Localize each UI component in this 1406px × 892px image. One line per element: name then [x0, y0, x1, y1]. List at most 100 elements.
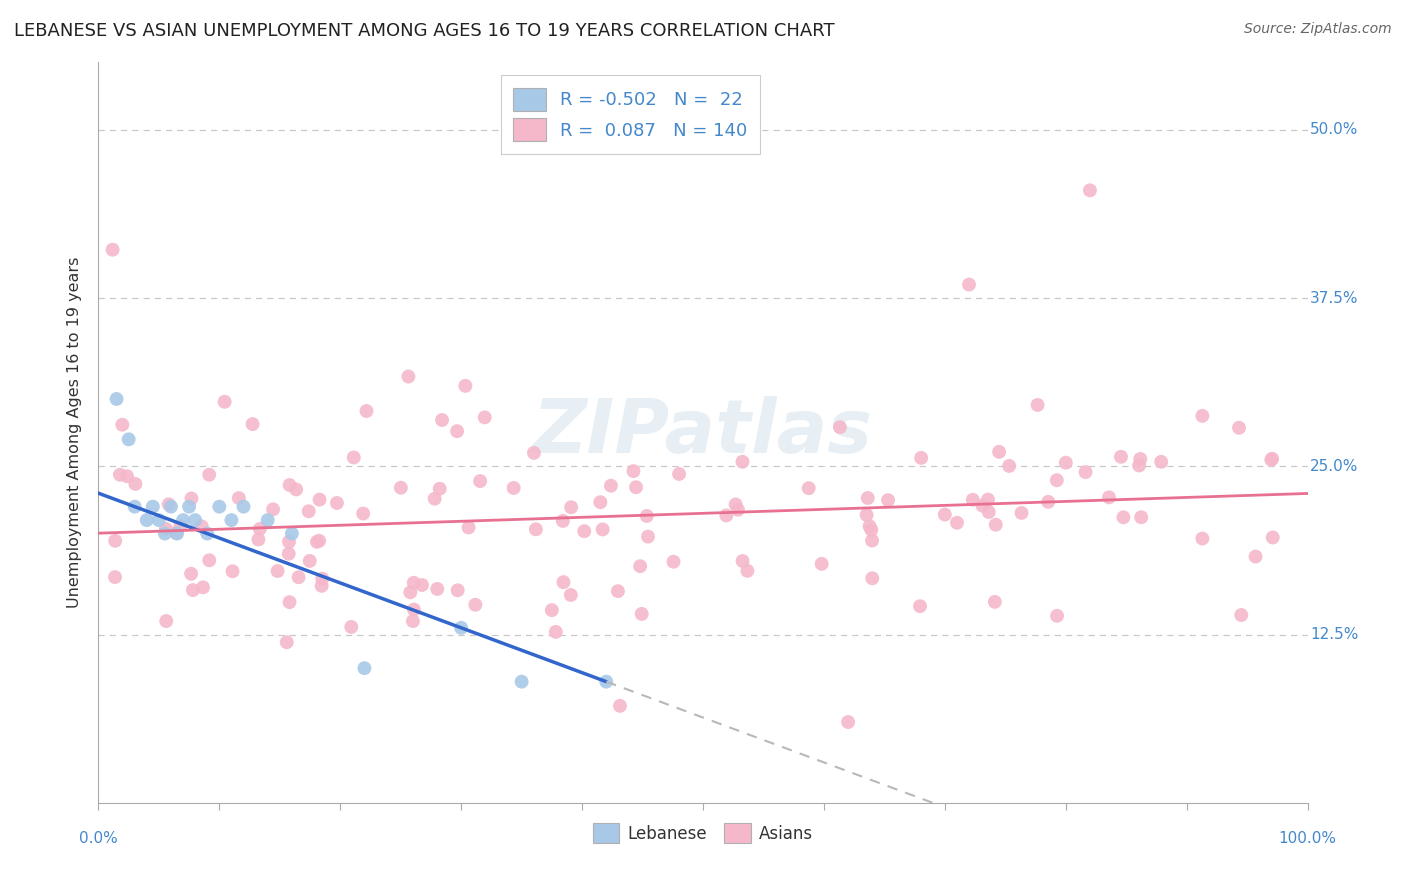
- Text: 37.5%: 37.5%: [1310, 291, 1358, 305]
- Point: [474, 410, 496, 425]
- Point: [877, 493, 900, 508]
- Point: [208, 500, 231, 514]
- Point: [166, 526, 188, 541]
- Point: [157, 497, 180, 511]
- Point: [430, 413, 453, 427]
- Point: [101, 243, 124, 257]
- Point: [908, 599, 931, 614]
- Point: [221, 564, 243, 578]
- Point: [1038, 495, 1060, 509]
- Point: [727, 502, 749, 516]
- Point: [181, 583, 204, 598]
- Point: [624, 480, 647, 494]
- Point: [962, 492, 984, 507]
- Point: [340, 620, 363, 634]
- Point: [278, 534, 301, 549]
- Point: [724, 498, 747, 512]
- Point: [104, 533, 127, 548]
- Point: [1046, 473, 1069, 487]
- Point: [352, 507, 374, 521]
- Point: [1109, 450, 1132, 464]
- Point: [308, 533, 330, 548]
- Point: [454, 379, 477, 393]
- Point: [221, 513, 243, 527]
- Point: [266, 564, 288, 578]
- Point: [1046, 608, 1069, 623]
- Point: [957, 277, 980, 292]
- Point: [262, 502, 284, 516]
- Point: [946, 516, 969, 530]
- Point: [108, 467, 131, 482]
- Point: [155, 614, 177, 628]
- Point: [135, 513, 157, 527]
- Point: [637, 530, 659, 544]
- Point: [731, 455, 754, 469]
- Legend: Lebanese, Asians: Lebanese, Asians: [586, 816, 820, 850]
- Point: [464, 598, 486, 612]
- Point: [860, 533, 883, 548]
- Point: [828, 420, 851, 434]
- Point: [662, 555, 685, 569]
- Point: [609, 698, 631, 713]
- Point: [104, 570, 127, 584]
- Text: 12.5%: 12.5%: [1310, 627, 1358, 642]
- Point: [105, 392, 128, 406]
- Point: [589, 495, 612, 509]
- Point: [636, 508, 658, 523]
- Point: [426, 582, 449, 596]
- Point: [111, 417, 134, 432]
- Point: [810, 557, 832, 571]
- Point: [446, 424, 468, 438]
- Point: [856, 491, 879, 505]
- Point: [160, 500, 183, 514]
- Point: [551, 514, 574, 528]
- Point: [256, 513, 278, 527]
- Point: [124, 500, 146, 514]
- Point: [308, 492, 330, 507]
- Point: [298, 554, 321, 568]
- Point: [1244, 549, 1267, 564]
- Point: [285, 483, 308, 497]
- Point: [1260, 452, 1282, 467]
- Point: [153, 526, 176, 541]
- Point: [592, 523, 614, 537]
- Point: [165, 526, 187, 541]
- Point: [198, 467, 221, 482]
- Point: [305, 534, 328, 549]
- Point: [502, 481, 524, 495]
- Point: [977, 505, 1000, 519]
- Point: [450, 621, 472, 635]
- Point: [855, 508, 877, 522]
- Point: [600, 478, 623, 492]
- Text: Source: ZipAtlas.com: Source: ZipAtlas.com: [1244, 22, 1392, 37]
- Point: [910, 450, 932, 465]
- Point: [1098, 491, 1121, 505]
- Point: [977, 492, 1000, 507]
- Point: [169, 519, 191, 533]
- Point: [1112, 510, 1135, 524]
- Point: [858, 519, 880, 533]
- Point: [232, 500, 254, 514]
- Point: [190, 519, 212, 533]
- Point: [510, 674, 533, 689]
- Point: [988, 445, 1011, 459]
- Text: 0.0%: 0.0%: [79, 831, 118, 846]
- Point: [281, 526, 304, 541]
- Point: [628, 559, 651, 574]
- Text: 25.0%: 25.0%: [1310, 458, 1358, 474]
- Y-axis label: Unemployment Among Ages 16 to 19 years: Unemployment Among Ages 16 to 19 years: [67, 257, 83, 608]
- Point: [396, 369, 419, 384]
- Point: [1191, 409, 1213, 423]
- Point: [198, 553, 221, 567]
- Point: [447, 583, 470, 598]
- Point: [311, 579, 333, 593]
- Point: [1078, 183, 1101, 197]
- Point: [574, 524, 596, 538]
- Point: [298, 504, 321, 518]
- Point: [1054, 456, 1077, 470]
- Point: [180, 491, 202, 506]
- Point: [737, 564, 759, 578]
- Point: [191, 580, 214, 594]
- Text: 100.0%: 100.0%: [1278, 831, 1337, 846]
- Point: [1128, 458, 1150, 473]
